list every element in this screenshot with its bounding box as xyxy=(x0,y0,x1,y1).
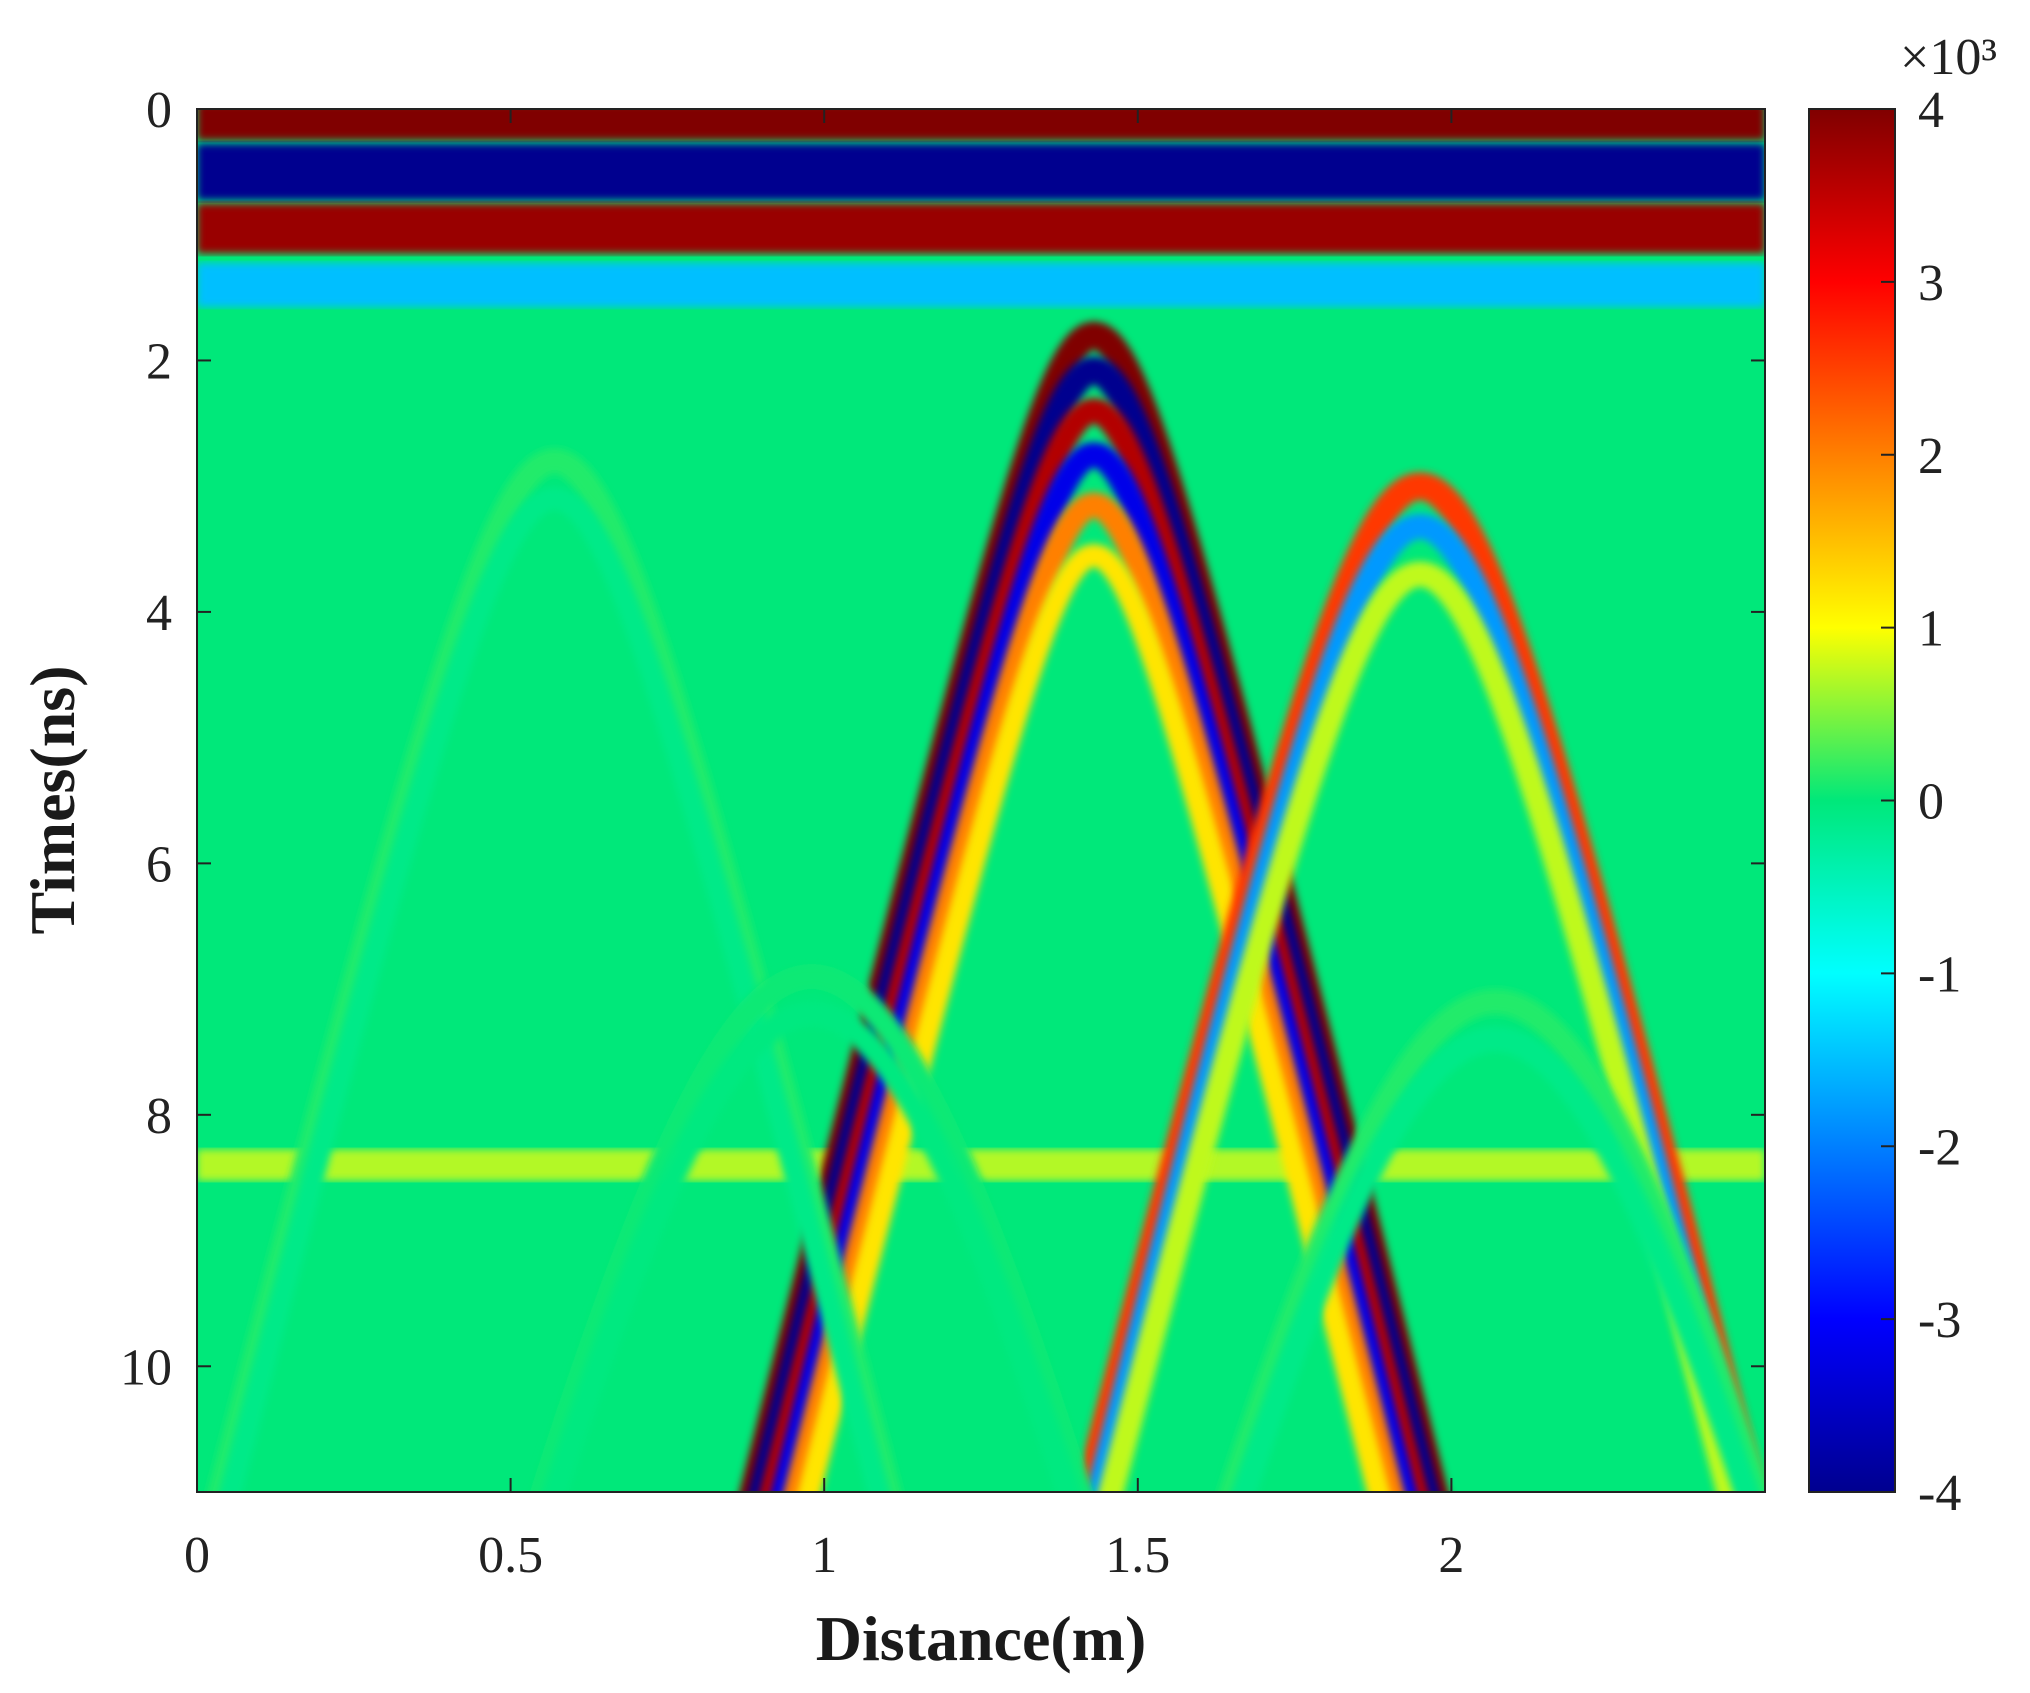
y-tick-label: 4 xyxy=(146,585,172,642)
colorbar-tick-label: 4 xyxy=(1918,82,1944,139)
hyperbola-target-1-wavelet-4 xyxy=(770,441,1417,1492)
x-tick-label: 0 xyxy=(184,1527,210,1584)
x-tick-label: 1.5 xyxy=(1105,1527,1170,1584)
colorbar-ticks: 4 3 2 1 0 -1 -2 -3 -4 xyxy=(1881,82,1961,1522)
deep-reflector-band xyxy=(197,1149,1765,1181)
colorbar-tick-label: -4 xyxy=(1918,1465,1961,1522)
x-axis: 0 0.5 1 1.5 2 xyxy=(184,109,1464,1584)
colorbar-tick-label: 2 xyxy=(1918,428,1944,485)
y-tick-label: 6 xyxy=(146,836,172,893)
direct-wave-positive-band xyxy=(197,109,1765,141)
heatmap-features xyxy=(197,109,1765,1492)
colorbar-tick-label: -2 xyxy=(1918,1119,1961,1176)
hyperbola-weak-2-wavelet-1 xyxy=(529,963,1094,1492)
colorbar-tick-label: 1 xyxy=(1918,601,1944,658)
y-axis-label: Times(ns) xyxy=(17,665,88,934)
colorbar-tick-label: 0 xyxy=(1918,774,1944,831)
y-tick-label: 10 xyxy=(120,1339,172,1396)
x-tick-label: 1 xyxy=(811,1527,837,1584)
ground-reflection-negative-band xyxy=(197,263,1765,308)
x-tick-label: 0.5 xyxy=(478,1527,543,1584)
colorbar-tick-label: -1 xyxy=(1918,946,1961,1003)
colorbar-tick-label: 3 xyxy=(1918,255,1944,312)
x-axis-label: Distance(m) xyxy=(816,1603,1147,1674)
colorbar: 4 3 2 1 0 -1 -2 -3 -4 ×10³ xyxy=(1808,29,1997,1522)
direct-wave-negative-band xyxy=(197,143,1765,201)
hyperbola-target-1-wavelet-5 xyxy=(783,492,1405,1492)
hyperbola-weak-2-wavelet-2 xyxy=(541,1001,1082,1492)
hyperbola-target-2-wavelet-2 xyxy=(1085,513,1755,1492)
colorbar-gradient xyxy=(1808,108,1896,1493)
heatmap-plot-area xyxy=(197,109,1765,1492)
y-axis: 0 2 4 6 8 10 xyxy=(120,82,1765,1396)
hyperbola-weak-3-wavelet-1 xyxy=(1218,989,1765,1492)
ground-reflection-positive-band xyxy=(197,203,1765,254)
x-tick-label: 2 xyxy=(1438,1527,1464,1584)
y-tick-label: 2 xyxy=(146,333,172,390)
colorbar-tick-label: -3 xyxy=(1918,1292,1961,1349)
hyperbola-target-1-wavelet-6 xyxy=(797,543,1391,1492)
hyperbola-weak-1-wavelet-2 xyxy=(218,487,891,1492)
colorbar-exponent: ×10³ xyxy=(1900,29,1997,86)
hyperbola-weak-3-wavelet-2 xyxy=(1231,1026,1760,1492)
y-tick-label: 0 xyxy=(146,82,172,139)
y-tick-label: 8 xyxy=(146,1088,172,1145)
plot-frame xyxy=(196,108,1766,1493)
